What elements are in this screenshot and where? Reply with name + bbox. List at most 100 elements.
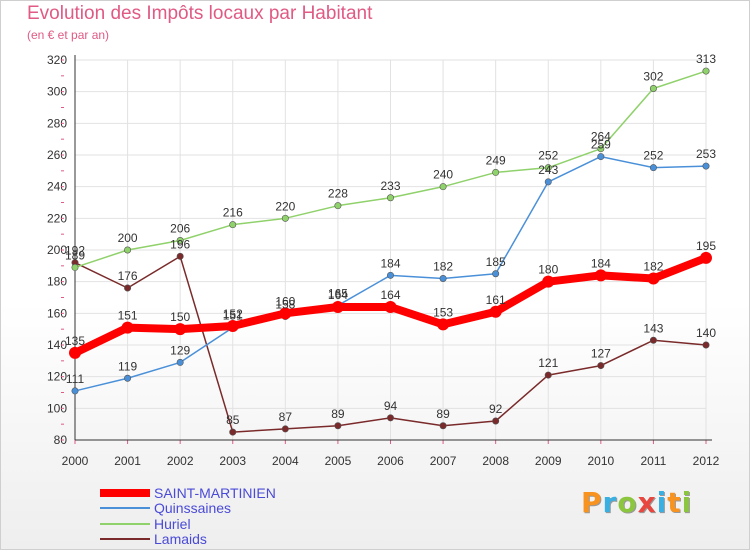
x-tick-label: 2005 xyxy=(325,454,352,468)
data-point xyxy=(124,374,132,382)
x-tick-label: 2008 xyxy=(482,454,509,468)
data-point xyxy=(439,183,447,191)
x-tick-label: 2000 xyxy=(62,454,89,468)
x-tick-label: 2004 xyxy=(272,454,299,468)
data-label: 127 xyxy=(591,347,611,361)
data-label: 192 xyxy=(65,244,85,258)
x-tick-label: 2007 xyxy=(430,454,457,468)
legend-item: SAINT-MARTINIEN xyxy=(100,485,276,501)
data-label: 313 xyxy=(696,52,716,66)
data-point xyxy=(439,422,447,430)
data-point xyxy=(437,318,450,331)
y-tick-label: 180 xyxy=(47,275,67,289)
data-label: 89 xyxy=(436,407,450,421)
data-point xyxy=(334,422,342,430)
legend-item: Quinssaines xyxy=(100,500,276,517)
chart-subtitle: (en € et par an) xyxy=(27,28,110,42)
data-label: 184 xyxy=(591,256,611,270)
legend-label: Quinssaines xyxy=(154,500,232,517)
legend-swatch xyxy=(100,538,150,541)
x-tick-label: 2002 xyxy=(167,454,194,468)
data-label: 164 xyxy=(328,288,348,302)
data-label: 121 xyxy=(538,356,558,370)
data-point xyxy=(124,246,132,254)
data-point xyxy=(386,271,394,279)
legend-swatch xyxy=(100,522,150,525)
data-point xyxy=(176,237,184,245)
data-label: 160 xyxy=(275,294,295,308)
data-label: 94 xyxy=(384,399,398,413)
data-label: 200 xyxy=(118,231,138,245)
data-label: 135 xyxy=(65,334,85,348)
data-label: 220 xyxy=(275,199,295,213)
data-label: 189 xyxy=(65,248,85,262)
x-tick-label: 2012 xyxy=(693,454,720,468)
data-point xyxy=(229,221,237,229)
axes: 80 100 120 140 160 180 200 220 240 260 280 300 320 20… xyxy=(47,53,720,468)
data-label: 158 xyxy=(275,298,295,312)
data-point xyxy=(174,323,187,336)
data-point xyxy=(489,305,502,318)
data-point xyxy=(226,320,239,332)
data-point xyxy=(544,164,552,172)
data-point xyxy=(176,358,184,366)
chart-title: Evolution des Impôts locaux par Habitant xyxy=(27,3,373,24)
data-label: 184 xyxy=(380,256,400,270)
x-tick-label: 2003 xyxy=(219,454,246,468)
data-point xyxy=(281,425,289,433)
data-point xyxy=(544,178,552,186)
y-tick-label: 220 xyxy=(47,211,67,225)
data-label: 185 xyxy=(486,255,506,269)
data-label: 152 xyxy=(223,307,243,321)
data-label: 252 xyxy=(538,149,558,163)
data-point xyxy=(386,194,394,202)
data-label: 302 xyxy=(643,70,663,84)
legend-label: Huriel xyxy=(154,515,191,532)
data-label: 111 xyxy=(66,372,85,386)
y-tick-label: 120 xyxy=(47,370,67,384)
data-label: 153 xyxy=(433,305,453,319)
proxiti-logo: Proxiti xyxy=(581,486,693,519)
data-point xyxy=(386,414,394,422)
y-tick-label: 280 xyxy=(47,116,67,130)
x-tick-label: 2006 xyxy=(377,454,404,468)
data-label: 253 xyxy=(696,147,716,161)
data-labels: 192 176 196 85 87 89 94 89 92 121 127 143 140 189 200 2… xyxy=(65,52,716,427)
y-tick-label: 200 xyxy=(47,243,67,257)
data-label: 87 xyxy=(279,410,293,424)
data-point xyxy=(334,202,342,210)
data-label: 151 xyxy=(223,309,243,323)
data-label: 89 xyxy=(331,407,345,421)
data-point xyxy=(121,321,134,334)
data-point xyxy=(594,269,607,282)
data-point xyxy=(702,162,710,170)
data-label: 182 xyxy=(643,260,663,274)
data-label: 180 xyxy=(538,263,558,277)
data-label: 206 xyxy=(170,222,190,236)
data-label: 264 xyxy=(591,130,611,144)
data-point xyxy=(597,362,605,370)
data-label: 240 xyxy=(433,168,453,182)
data-point xyxy=(331,301,344,313)
data-point xyxy=(542,275,555,288)
y-tick-label: 260 xyxy=(47,148,67,162)
data-label: 252 xyxy=(643,149,663,163)
data-point xyxy=(597,145,605,153)
data-label: 140 xyxy=(696,326,716,340)
data-label: 243 xyxy=(538,163,558,177)
y-tick-label: 80 xyxy=(54,433,68,447)
data-point xyxy=(384,301,397,313)
data-label: 143 xyxy=(643,321,663,335)
x-tick-label: 2011 xyxy=(641,454,667,468)
y-tick-label: 320 xyxy=(47,53,67,67)
data-point xyxy=(647,272,660,285)
data-label: 129 xyxy=(170,343,190,357)
y-tick-label: 100 xyxy=(47,401,67,415)
x-tick-label: 2009 xyxy=(535,454,562,468)
data-point xyxy=(492,270,500,278)
data-point xyxy=(69,346,81,359)
data-label: 249 xyxy=(486,153,506,167)
legend-swatch xyxy=(100,488,150,497)
data-point xyxy=(279,307,292,320)
data-point xyxy=(700,251,712,264)
